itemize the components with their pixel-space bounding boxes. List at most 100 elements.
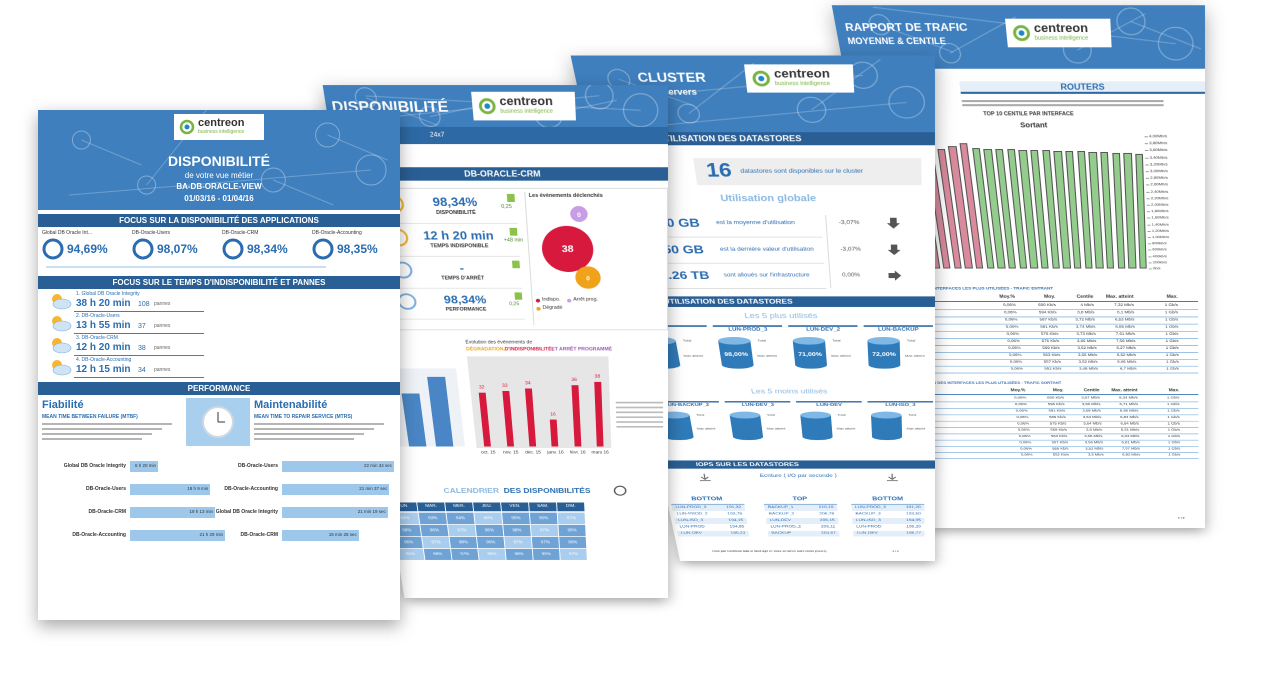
table-cell: 1 Gb/s [1142, 361, 1179, 364]
table-cell: 0,06% [992, 409, 1028, 412]
y-tick-label: 1,60Mb/s [1151, 216, 1168, 220]
arrow [888, 245, 901, 255]
calendar-value: 96% [475, 517, 502, 521]
bar-value: 21 min 37 sec [337, 487, 387, 492]
row-value: 191,32 [707, 506, 741, 509]
text-line [42, 433, 152, 435]
datastore-count: 16 [705, 161, 733, 180]
y-tick-label: 2,80Mb/s [1150, 176, 1168, 180]
gauge-value: 98,07% [157, 243, 198, 255]
row-value: 191,20 [887, 506, 921, 509]
failure-unit: pannes [154, 346, 170, 351]
bar-value: 15 min 28 sec [307, 533, 357, 538]
clock-icon [201, 405, 235, 439]
table-cell: 6,03 Mb/s [1104, 435, 1139, 438]
calendar-value: 97% [531, 529, 558, 533]
total-label: Total [696, 414, 705, 417]
calendar-value: 97% [532, 541, 559, 544]
trend-arrow [886, 244, 901, 256]
download-icon [698, 473, 712, 482]
text-line [616, 412, 663, 414]
y-tick-label: 1,20Mb/s [1152, 229, 1169, 233]
usage-divider [825, 215, 831, 288]
table-cell: 6,7 Mb/s [1100, 367, 1137, 370]
table-cell: 0,06% [982, 333, 1020, 337]
cylinder [728, 411, 764, 441]
arrow [887, 218, 900, 229]
table-cell: 0,06% [997, 447, 1032, 450]
kpi-badge [507, 194, 515, 202]
column-header: Centile [1063, 389, 1099, 393]
text-line [962, 100, 1164, 102]
total-label: Total [907, 339, 916, 342]
kpi-delta: 0,25 [509, 302, 519, 307]
perf-title: Fiabilité [42, 400, 84, 411]
column-header: Max. atteint [1095, 295, 1133, 299]
section-title: IOPS SUR LES DATASTORES [696, 462, 800, 467]
table-cell: 6,52 Mb/s [1099, 354, 1136, 357]
table-cell: 6,27 Mb/s [1099, 347, 1136, 350]
calendar-value: 96% [530, 517, 557, 521]
day-name: JEU. [473, 505, 500, 509]
table-cell: 6,84 Mb/s [1103, 422, 1139, 425]
perf-metric: MEAN TIME TO REPAIR SERVICE (MTRS) [254, 415, 352, 420]
table-cell: 3,5 Mb/s [1069, 454, 1104, 457]
count-text: datastores sont disponibles sur le clust… [740, 169, 863, 175]
bar-label: DB-Oracle-Users [190, 464, 278, 469]
kpi-label: TEMPS D'ARRÊT [421, 277, 506, 282]
total-label: Total [837, 414, 845, 417]
logo-text: centreon [1033, 23, 1088, 35]
perf-title: Maintenabilité [254, 400, 327, 411]
table-cell: 0,06% [985, 361, 1022, 364]
row-value: 194,85 [711, 526, 745, 529]
cloud [53, 321, 71, 331]
weather-icon [48, 292, 72, 310]
table-cell: 1 Gb/s [1141, 333, 1178, 337]
gauge-value: 94,69% [67, 243, 108, 255]
kpi-badge [514, 292, 522, 299]
bar-value: 16 [546, 413, 561, 417]
text-line [962, 104, 1163, 106]
failure-count: 108 [138, 301, 150, 308]
day-name: DIM. [557, 505, 584, 509]
bar-label: DB-Oracle-Accounting [190, 487, 278, 492]
section-title: FOCUS SUR LE TEMPS D'INDISPONIBILITÉ ET … [38, 279, 400, 287]
table-cell: 3,52 Mb/s [1061, 361, 1098, 364]
downtime-time: 13 h 55 min [76, 321, 130, 331]
bar-value: 33 [497, 384, 512, 388]
row-value: 194,95 [887, 519, 920, 522]
usage-text: est la moyenne d'utilisation [716, 220, 795, 225]
calendar-value: 98% [504, 529, 531, 533]
traffic-bar [1124, 153, 1137, 268]
logo-dot [1018, 30, 1024, 36]
table-cell: 0,06% [981, 325, 1019, 329]
logo-subtext: business intelligence [1035, 36, 1089, 41]
bar-label: Global DB Oracle Integrity [190, 510, 278, 515]
report-subtitle: MOYENNE & CENTILE [847, 37, 947, 46]
calendar-icon [612, 485, 627, 497]
cloud [53, 365, 71, 375]
max-label: Max atteint [831, 355, 851, 358]
failure-unit: pannes [154, 368, 170, 373]
cylinder: 72,00% [866, 336, 901, 369]
table-cell: 552 Kb/s [1025, 367, 1062, 370]
legend-label: Indispo. [542, 298, 560, 303]
gauge-value: 98,34% [247, 243, 288, 255]
logo-icon [477, 97, 497, 115]
row-name: LUN-PROD_3 [675, 506, 707, 509]
table-cell: 591 Kb/s [1029, 409, 1065, 412]
page-number: 1 / 2 [1178, 517, 1185, 519]
text-line [42, 423, 172, 425]
logo-dot [484, 103, 490, 109]
table-cell: 0,06% [983, 347, 1020, 350]
event-count: 38 [561, 244, 574, 255]
table-cell: 1 Gb/s [1143, 396, 1179, 399]
y-tick-label: 0b/s [1153, 267, 1161, 270]
table-title: BOTTOM [666, 497, 747, 502]
table-cell: 1 Gb/s [1145, 447, 1180, 450]
calendar-value: 97% [558, 517, 585, 521]
table-cell: 1 Gb/s [1144, 416, 1180, 419]
perf-metric: MEAN TIME BETWEEN FAILURE (MTBF) [42, 415, 138, 420]
section-title: UTILISATION DES DATASTORES [657, 135, 802, 143]
